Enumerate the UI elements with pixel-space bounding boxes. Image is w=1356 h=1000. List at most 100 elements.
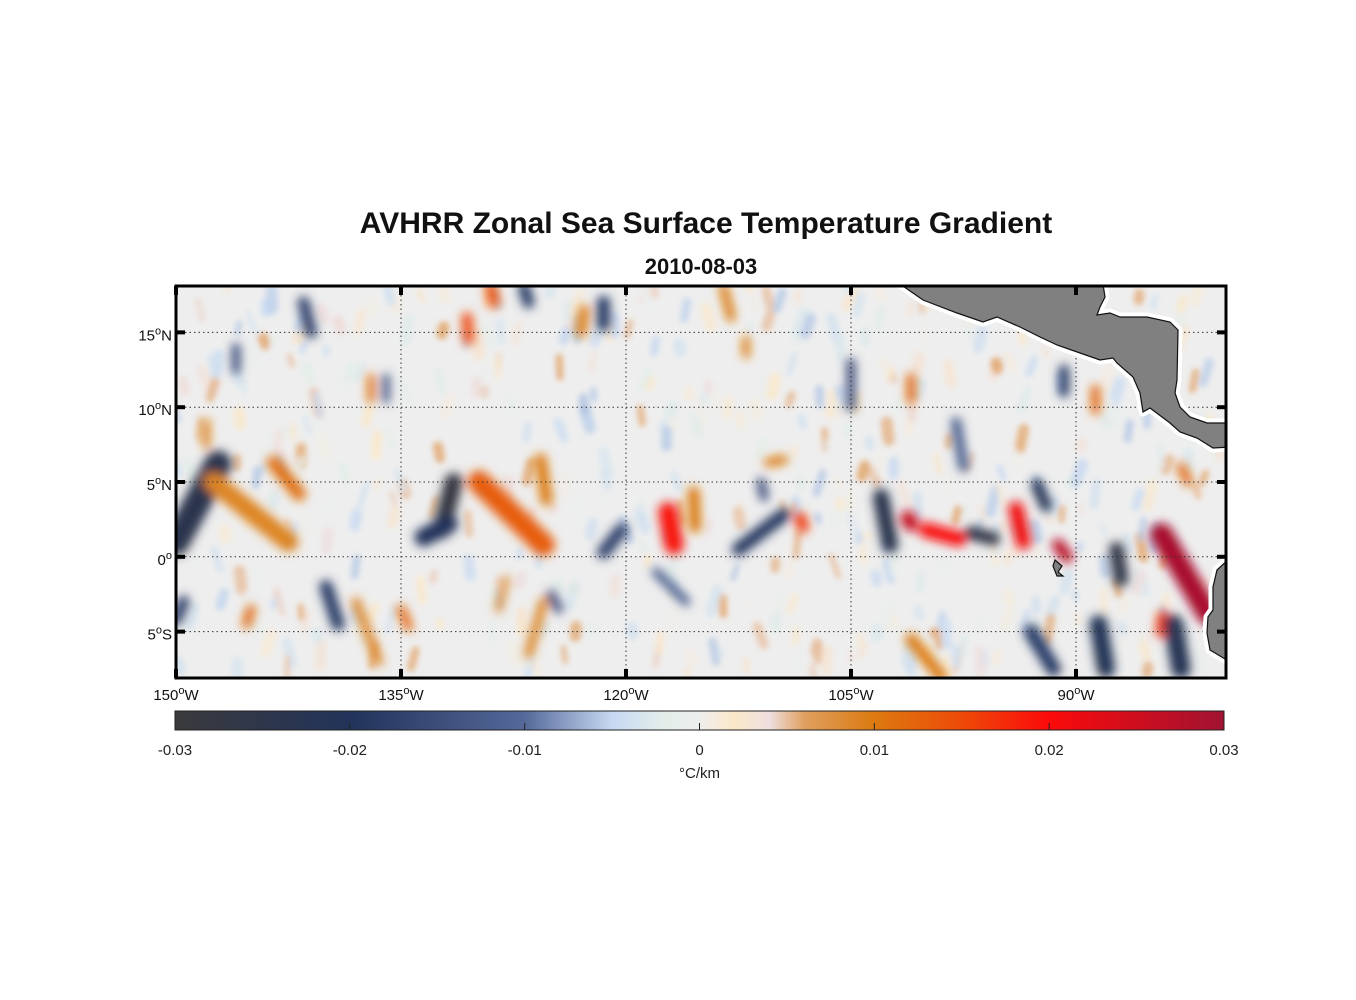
gradient-texture-mark [472, 328, 485, 362]
gradient-texture-mark [1199, 357, 1214, 388]
gradient-texture-mark [773, 591, 785, 612]
gradient-texture-mark [759, 375, 769, 398]
gradient-texture-mark [257, 332, 271, 350]
gradient-texture-mark [972, 324, 988, 354]
gradient-feature [596, 523, 629, 560]
gradient-texture-mark [248, 570, 268, 604]
gradient-texture-mark [761, 311, 776, 332]
gradient-texture-mark [298, 603, 305, 621]
gradient-texture-mark [752, 621, 769, 650]
gradient-texture-mark [399, 314, 415, 346]
gradient-texture-mark [824, 439, 837, 456]
gradient-texture-mark [387, 505, 401, 529]
gradient-texture-mark [635, 511, 651, 534]
gradient-texture-mark [568, 287, 586, 315]
gradient-texture-mark [786, 593, 799, 614]
gradient-texture-mark [182, 455, 200, 487]
gradient-texture-mark [809, 664, 818, 678]
gradient-feature [1163, 614, 1191, 678]
gradient-texture-mark [610, 311, 620, 339]
gradient-texture-mark [718, 593, 728, 619]
gradient-texture-mark [218, 361, 224, 372]
gradient-texture-mark [846, 489, 854, 511]
gradient-texture-mark [205, 377, 220, 403]
gradient-texture-mark [879, 398, 893, 423]
gradient-texture-mark [357, 481, 370, 508]
gradient-texture-mark [396, 375, 414, 409]
gradient-texture-mark [251, 466, 262, 490]
gradient-texture-mark [1176, 294, 1189, 315]
gradient-texture-mark [658, 419, 667, 431]
gradient-texture-mark [584, 518, 599, 541]
gradient-texture-mark [428, 569, 439, 584]
gradient-texture-mark [835, 333, 846, 365]
gradient-texture-mark [991, 649, 1003, 666]
gradient-texture-mark [794, 288, 802, 304]
gradient-texture-mark [177, 375, 190, 397]
gradient-texture-mark [495, 317, 506, 345]
gradient-texture-mark [210, 545, 225, 573]
gradient-texture-mark [269, 594, 279, 610]
gradient-texture-mark [436, 617, 444, 630]
gradient-feature [764, 455, 788, 468]
colorbar-tick-label: 0.01 [860, 742, 889, 759]
gradient-texture-mark [1076, 541, 1084, 553]
gradient-feature [203, 472, 299, 552]
gradient-texture-mark [901, 639, 916, 669]
gradient-texture-mark [578, 393, 590, 416]
gradient-texture-mark [185, 602, 200, 630]
gradient-texture-mark [794, 473, 806, 492]
gradient-texture-mark [940, 654, 952, 678]
chart-subtitle: 2010-08-03 [644, 254, 758, 279]
gradient-texture-mark [717, 647, 724, 661]
gradient-texture-mark [880, 416, 895, 446]
gradient-texture-mark [913, 604, 925, 621]
gradient-feature [1023, 624, 1061, 677]
gradient-texture-mark [1044, 473, 1057, 497]
gradient-texture-mark [912, 490, 924, 521]
gradient-texture-mark [680, 297, 691, 323]
gradient-texture-mark [1156, 442, 1165, 470]
gradient-texture-mark [990, 357, 1004, 375]
gradient-texture-mark [826, 312, 838, 329]
gradient-texture-mark [272, 428, 284, 458]
gradient-texture-mark [1131, 487, 1145, 512]
gradient-texture-mark [537, 619, 550, 638]
gradient-texture-mark [684, 648, 699, 668]
gradient-texture-mark [597, 446, 614, 478]
gradient-feature [756, 477, 769, 502]
gradient-texture-mark [1014, 423, 1030, 454]
gradient-texture-mark [974, 645, 987, 678]
gradient-texture-mark [992, 531, 1007, 559]
gradient-texture-mark [293, 314, 309, 334]
gradient-texture-mark [793, 451, 803, 465]
gradient-texture-mark [791, 494, 802, 520]
gradient-texture-mark [353, 621, 369, 649]
gradient-feature [900, 510, 919, 532]
gradient-texture-mark [284, 655, 290, 678]
gradient-texture-mark [643, 553, 652, 568]
gradient-texture-mark [569, 620, 583, 642]
gradient-texture-mark [937, 555, 951, 575]
gradient-texture-mark [545, 366, 556, 383]
gradient-feature [534, 453, 553, 506]
gradient-texture-mark [315, 303, 330, 324]
gradient-texture-mark [1089, 478, 1101, 510]
gradient-texture-mark [629, 561, 641, 583]
colorbar-tick-label: 0.03 [1209, 742, 1238, 759]
gradient-texture-mark [480, 322, 496, 348]
gradient-texture-mark [772, 287, 787, 314]
gradient-texture-mark [874, 303, 886, 332]
gradient-texture-mark [1099, 523, 1108, 536]
gradient-texture-mark [791, 650, 805, 676]
gradient-texture-mark [755, 436, 769, 460]
gradient-texture-mark [1000, 609, 1014, 631]
gradient-texture-mark [349, 609, 364, 628]
gradient-texture-mark [432, 441, 446, 464]
gradient-texture-mark [985, 484, 1002, 518]
gradient-feature [950, 416, 969, 473]
gradient-texture-mark [1028, 518, 1044, 545]
gradient-texture-mark [962, 319, 976, 342]
colorbar-tick-label: -0.01 [508, 742, 542, 759]
x-tick-label: 135oW [378, 685, 424, 704]
